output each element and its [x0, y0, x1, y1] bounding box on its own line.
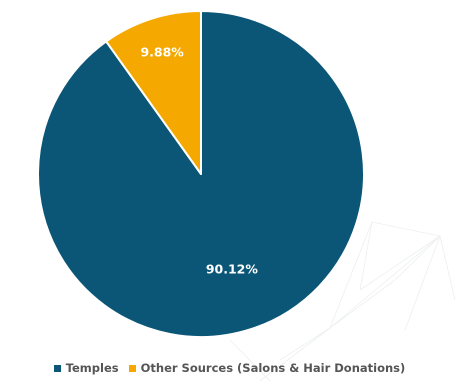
data-label-temples: 90.12% [206, 262, 259, 277]
legend-item-other-sources: Other Sources (Salons & Hair Donations) [128, 361, 406, 375]
legend-item-temples: Temples [53, 361, 119, 375]
pie-slice-other-sources [105, 10, 202, 175]
legend-label-temples: Temples [65, 361, 119, 375]
legend-label-other-sources: Other Sources (Salons & Hair Donations) [140, 361, 406, 375]
legend-swatch-temples [53, 364, 61, 372]
data-label-other-sources: 9.88% [140, 44, 184, 59]
pie-slices [37, 10, 365, 338]
legend: Temples Other Sources (Salons & Hair Don… [0, 358, 459, 378]
pie-data-labels: 90.12% 9.88% [140, 44, 258, 276]
legend-swatch-other-sources [128, 364, 136, 372]
background-decoration [229, 221, 456, 381]
